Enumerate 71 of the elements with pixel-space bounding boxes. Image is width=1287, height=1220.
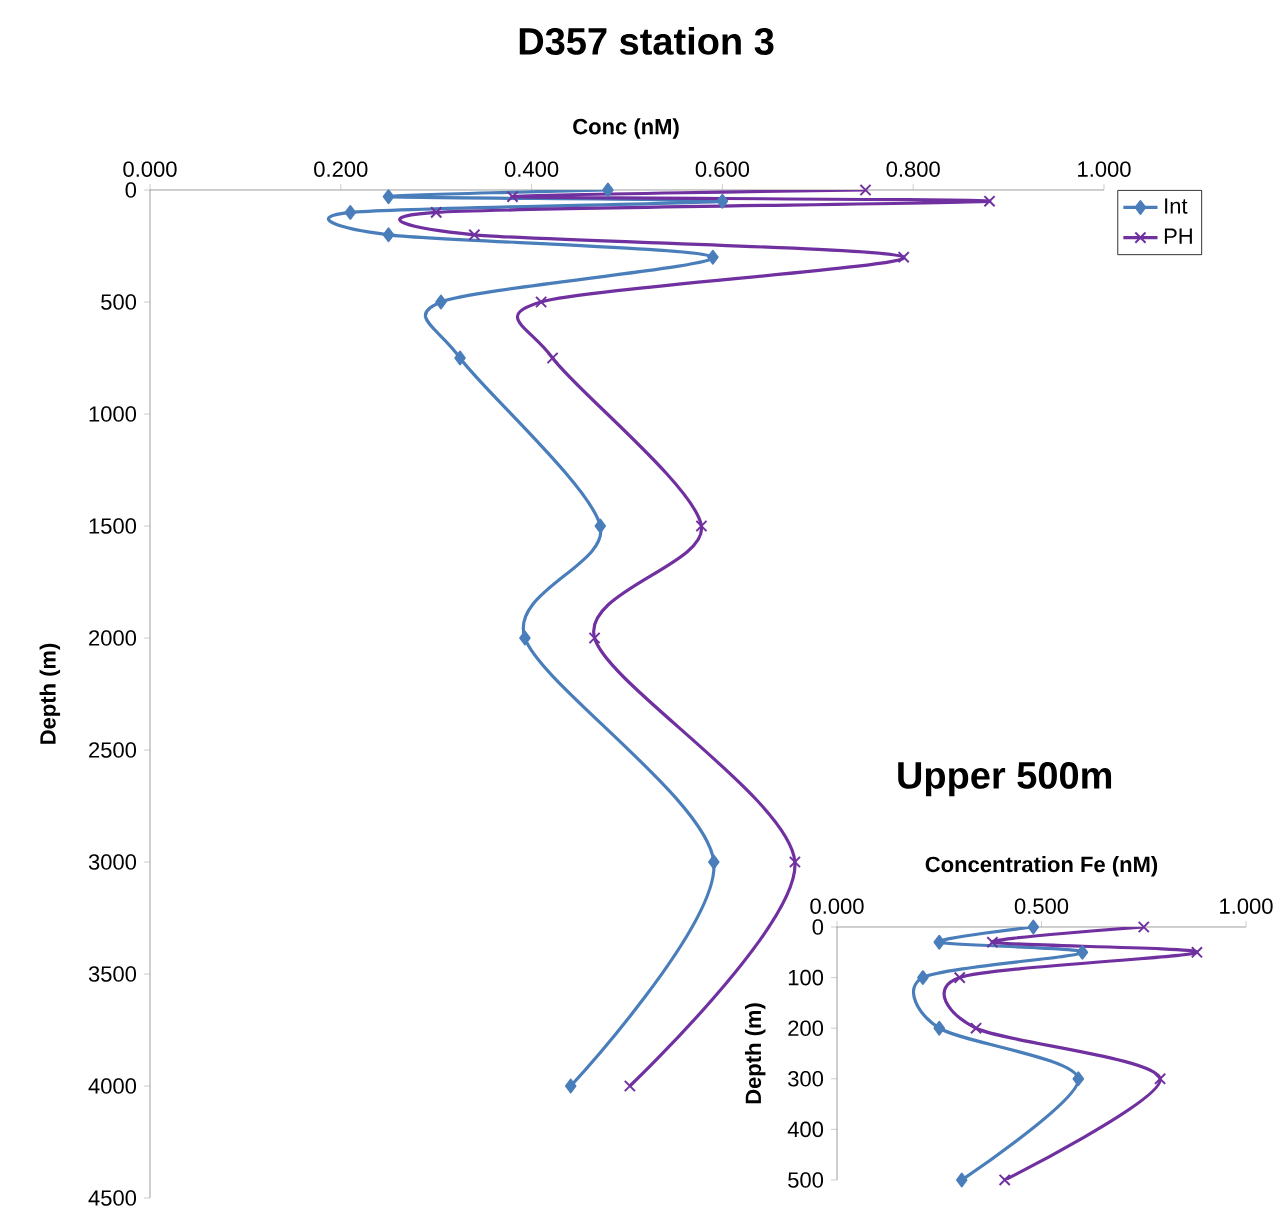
point xyxy=(695,519,708,533)
point xyxy=(602,182,614,198)
point xyxy=(953,971,966,984)
point xyxy=(344,205,357,220)
point xyxy=(986,936,999,949)
point xyxy=(708,854,720,870)
y-tick-label: 4000 xyxy=(88,1078,137,1094)
x-axis-title: Concentration Fe (nM) xyxy=(925,856,1158,877)
point xyxy=(1072,1071,1085,1087)
point xyxy=(716,193,729,209)
y-tick-label: 300 xyxy=(788,1071,824,1087)
point xyxy=(1076,944,1089,960)
point xyxy=(859,183,872,197)
y-tick-label: 400 xyxy=(787,1121,824,1138)
x-tick-label: 0.800 xyxy=(886,161,940,177)
point xyxy=(454,350,466,366)
point xyxy=(623,1079,636,1093)
y-tick-label: 2000 xyxy=(89,630,137,646)
y-tick-label: 1000 xyxy=(89,406,137,422)
y-axis-title: Depth (m) xyxy=(744,1003,766,1104)
y-tick-label: 500 xyxy=(788,1172,824,1188)
y-tick-label: 3500 xyxy=(88,966,137,982)
point xyxy=(546,351,559,365)
point xyxy=(564,1078,577,1094)
point xyxy=(535,295,548,309)
point xyxy=(983,195,996,208)
x-tick-label: 0.400 xyxy=(504,161,559,177)
point xyxy=(430,206,443,219)
point xyxy=(998,1173,1011,1187)
chart-title: D357 station 3 xyxy=(519,26,774,55)
point xyxy=(382,189,395,205)
point xyxy=(933,934,946,950)
y-tick-label: 1500 xyxy=(89,518,137,534)
point xyxy=(1154,1072,1167,1085)
y-tick-label: 2500 xyxy=(89,742,137,758)
point xyxy=(435,294,447,310)
x-tick-label: 0.500 xyxy=(1014,898,1069,914)
point xyxy=(1190,946,1204,959)
x-tick-label: 0.000 xyxy=(810,898,864,914)
point xyxy=(506,190,519,203)
x-tick-label: 0.600 xyxy=(695,161,750,177)
x-tick-label: 0.000 xyxy=(123,161,177,177)
point xyxy=(955,1172,968,1188)
legend-label: PH xyxy=(1164,228,1192,244)
y-tick-label: 200 xyxy=(788,1020,824,1036)
point xyxy=(519,630,531,646)
x-tick-label: 1.000 xyxy=(1220,898,1273,914)
y-axis-title: Depth (m) xyxy=(39,643,61,744)
y-tick-label: 500 xyxy=(101,294,137,310)
x-tick-label: 0.200 xyxy=(314,161,368,177)
point xyxy=(588,631,601,645)
point xyxy=(382,227,395,243)
chart-title: Upper 500m xyxy=(898,761,1112,797)
point xyxy=(969,1022,983,1035)
y-tick-label: 4500 xyxy=(88,1190,137,1206)
point xyxy=(1137,920,1150,934)
legend-label: Int xyxy=(1165,198,1188,214)
x-tick-label: 1.000 xyxy=(1078,161,1131,177)
point xyxy=(788,855,801,869)
point xyxy=(933,1020,946,1036)
point xyxy=(468,228,481,241)
point xyxy=(594,518,607,534)
y-tick-label: 100 xyxy=(788,969,824,986)
y-tick-label: 0 xyxy=(125,182,137,198)
y-tick-label: 0 xyxy=(812,919,824,935)
y-tick-label: 3000 xyxy=(88,854,137,870)
point xyxy=(1027,919,1040,935)
point xyxy=(707,249,719,265)
point xyxy=(897,251,910,264)
point xyxy=(917,970,929,985)
x-axis-title: Conc (nM) xyxy=(573,118,679,139)
